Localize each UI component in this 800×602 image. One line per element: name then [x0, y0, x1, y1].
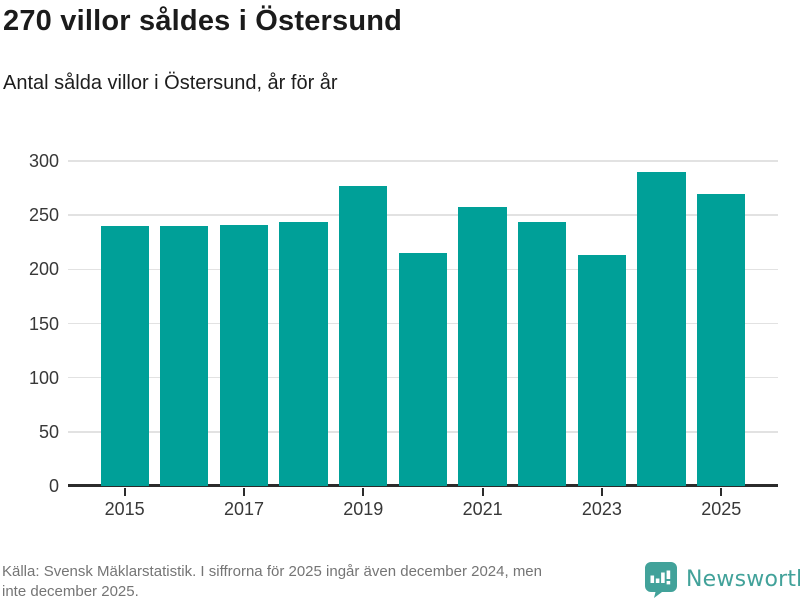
- x-tick-label-2019: 2019: [343, 499, 384, 519]
- y-tick-label-100: 100: [28, 367, 59, 388]
- x-tick-2023: [600, 488, 603, 496]
- bar-2022: [518, 221, 567, 486]
- y-tick-label-150: 150: [28, 313, 59, 334]
- bar-2018: [279, 221, 328, 486]
- bar-2025: [697, 193, 746, 486]
- x-tick-label-2015: 2015: [104, 499, 145, 519]
- y-tick-label-50: 50: [38, 421, 59, 442]
- gridline-250: [68, 214, 778, 216]
- x-tick-2015: [123, 488, 126, 496]
- y-tick-label-200: 200: [28, 259, 59, 280]
- x-tick-label-2017: 2017: [223, 499, 264, 519]
- bar-2019: [339, 185, 388, 486]
- chart-title: 270 villor såldes i Östersund: [3, 5, 403, 37]
- x-tick-label-2025: 2025: [701, 499, 742, 519]
- bar-2017: [219, 224, 269, 486]
- x-tick-2025: [720, 488, 723, 496]
- chart-subtitle: Antal sålda villor i Östersund, år för å…: [3, 72, 338, 94]
- gridline-300: [68, 160, 778, 162]
- source-note-line2: inte december 2025.: [2, 583, 139, 600]
- bar-2023: [577, 255, 627, 486]
- bar-2016: [160, 226, 209, 486]
- y-tick-label-250: 250: [28, 205, 59, 226]
- plot-area: 0 50 100 150 200 250 300 2015 2017 2019 2021 2023 20…: [29, 151, 778, 519]
- source-note-line1: Källa: Svensk Mäklarstatistik. I siffror…: [2, 563, 542, 580]
- x-tick-label-2023: 2023: [581, 499, 622, 519]
- x-tick-2017: [242, 488, 245, 496]
- source-note: Källa: Svensk Mäklarstatistik. I siffror…: [2, 562, 542, 602]
- bar-2021: [458, 206, 507, 486]
- x-tick-2019: [362, 488, 365, 496]
- x-tick-2021: [481, 488, 484, 496]
- bar-2015: [100, 226, 149, 486]
- bar-2024: [637, 171, 686, 486]
- x-tick-label-2021: 2021: [462, 499, 503, 519]
- newsworthy-bar-chart-speech-bubble-icon: [642, 560, 679, 598]
- y-tick-label-0: 0: [48, 476, 59, 496]
- y-tick-label-300: 300: [28, 151, 59, 171]
- bar-2020: [398, 253, 448, 486]
- newsworthy-wordmark: Newsworthy: [686, 566, 800, 592]
- newsworthy-logo: Newsworthy: [642, 559, 800, 599]
